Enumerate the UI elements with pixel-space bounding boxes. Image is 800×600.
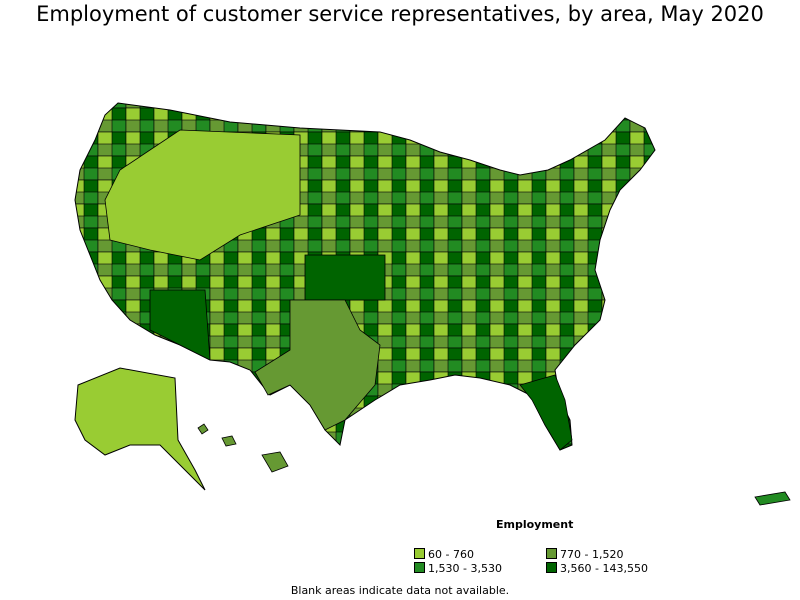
legend-title: Employment: [496, 518, 574, 531]
legend-label-4: 3,560 - 143,550: [560, 562, 648, 575]
legend-swatch-2: [546, 548, 557, 559]
alaska-region: [74, 367, 206, 491]
legend-item-2: 770 - 1,520: [546, 548, 623, 561]
legend-label-3: 1,530 - 3,530: [428, 562, 502, 575]
legend-item-1: 60 - 760: [414, 548, 474, 561]
puerto-rico-region: [754, 491, 791, 506]
map-legend: Employment 60 - 760 770 - 1,520 1,530 - …: [414, 518, 664, 578]
arizona-region: [149, 289, 211, 361]
legend-swatch-1: [414, 548, 425, 559]
florida-region: [519, 374, 573, 451]
texas-region: [254, 299, 381, 431]
legend-swatch-4: [546, 562, 557, 573]
legend-swatch-3: [414, 562, 425, 573]
map-title: Employment of customer service represent…: [36, 2, 764, 26]
legend-item-3: 1,530 - 3,530: [414, 562, 502, 575]
legend-item-4: 3,560 - 143,550: [546, 562, 648, 575]
western-states-region: [104, 129, 301, 261]
legend-label-1: 60 - 760: [428, 548, 474, 561]
hawaii-region: [197, 423, 289, 473]
legend-label-2: 770 - 1,520: [560, 548, 624, 561]
map-footnote: Blank areas indicate data not available.: [290, 584, 510, 597]
kansas-region: [304, 254, 386, 301]
